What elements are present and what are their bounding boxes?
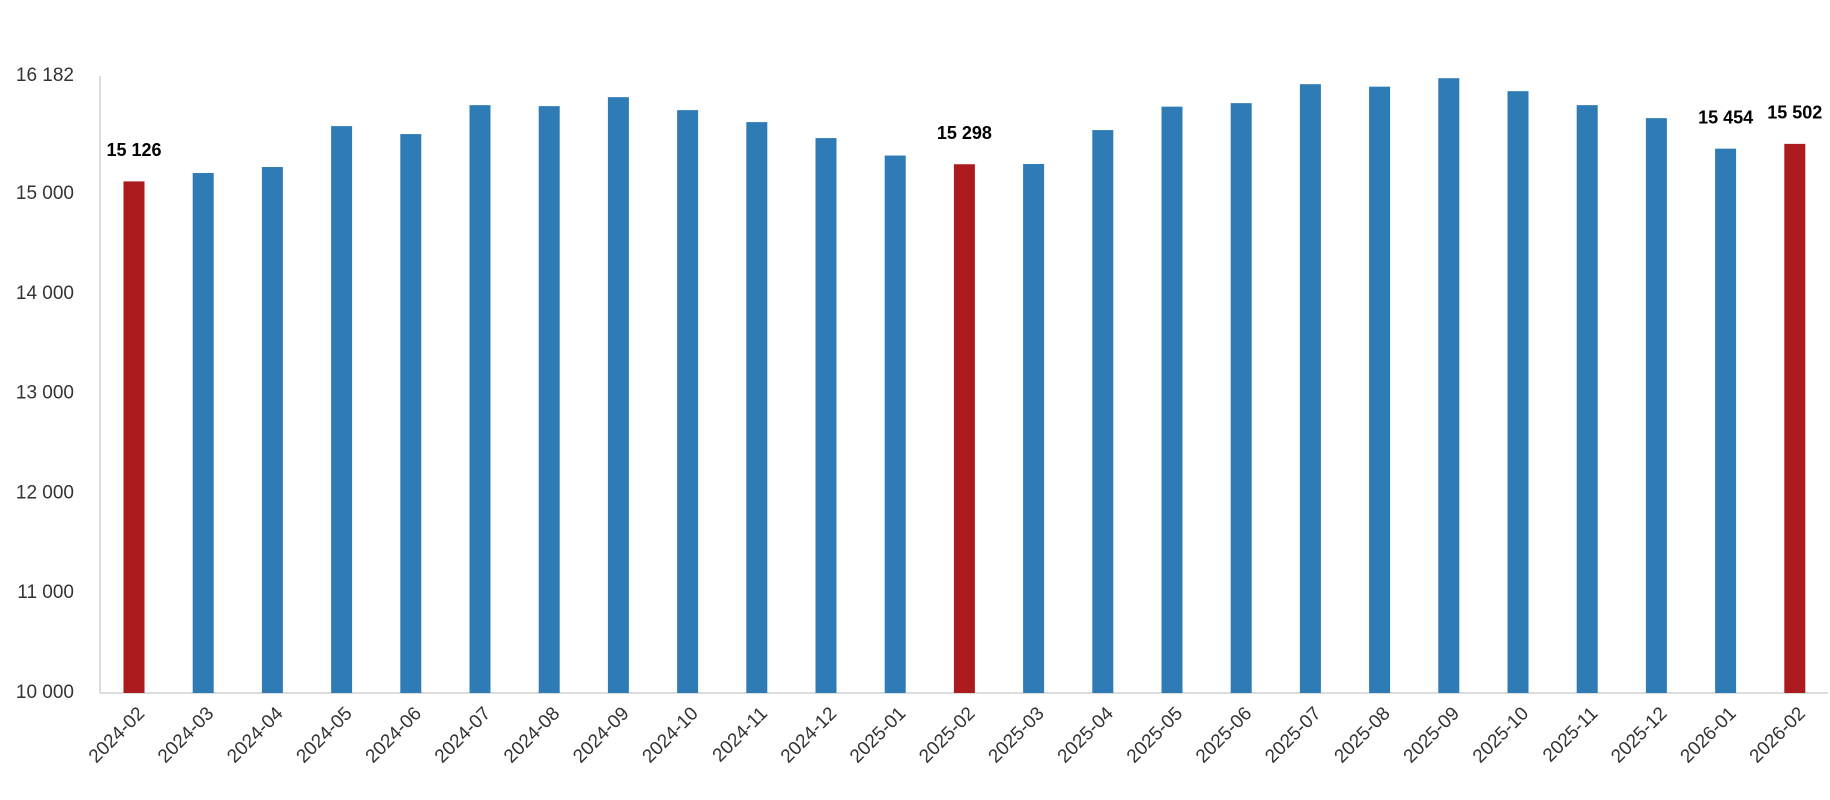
bar: [607, 97, 629, 693]
x-tick-label: 2025-02: [915, 703, 979, 767]
x-tick-label: 2024-05: [293, 703, 357, 767]
bar: [400, 134, 422, 693]
x-tick-label: 2024-04: [223, 703, 287, 767]
bar: [1161, 106, 1183, 694]
y-tick-label: 14 000: [16, 283, 74, 304]
bar: [1023, 164, 1045, 693]
x-tick-label: 2025-06: [1192, 703, 1256, 767]
bar: [1299, 84, 1321, 693]
bar: [192, 173, 214, 693]
y-tick-label: 12 000: [16, 482, 74, 503]
y-tick-label: 10 000: [16, 682, 74, 703]
x-tick-label: 2025-01: [846, 703, 910, 767]
value-label: 15 454: [1698, 107, 1753, 127]
bar: [1507, 91, 1529, 694]
bar: [884, 155, 906, 693]
y-tick-label: 13 000: [16, 383, 74, 404]
x-tick-label: 2025-08: [1331, 703, 1395, 767]
x-tick-label: 2024-02: [85, 703, 149, 767]
value-label: 15 502: [1767, 103, 1822, 123]
x-tick-label: 2025-12: [1607, 703, 1671, 767]
x-tick-label: 2024-03: [154, 703, 218, 767]
bar: [331, 126, 353, 694]
x-tick-label: 2024-12: [777, 703, 841, 767]
bar: [746, 122, 768, 693]
bar: [469, 105, 491, 694]
bar: [1092, 130, 1114, 693]
x-tick-label: 2025-11: [1539, 703, 1602, 766]
bar: [677, 110, 699, 694]
x-tick-label: 2024-09: [569, 703, 633, 767]
x-tick-label: 2025-04: [1054, 703, 1118, 767]
bar: [123, 181, 145, 693]
bar: [1784, 143, 1806, 694]
y-tick-label: 16 182: [16, 65, 74, 86]
x-tick-label: 2024-06: [362, 703, 426, 767]
x-tick-label: 2025-07: [1261, 703, 1325, 767]
x-tick-label: 2024-10: [639, 703, 703, 767]
x-tick-label: 2026-02: [1746, 703, 1810, 767]
bar: [261, 167, 283, 694]
value-label: 15 298: [937, 123, 992, 143]
x-tick-label: 2025-10: [1469, 703, 1533, 767]
bar: [1715, 148, 1737, 693]
bar: [1230, 103, 1252, 693]
x-tick-label: 2025-03: [985, 703, 1049, 767]
y-tick-label: 11 000: [17, 582, 74, 603]
bar: [1645, 118, 1667, 693]
x-tick-label: 2025-09: [1400, 703, 1464, 767]
x-tick-label: 2024-08: [500, 703, 564, 767]
bar: [1576, 105, 1598, 694]
bar: [815, 138, 837, 693]
x-tick-label: 2025-05: [1123, 703, 1187, 767]
x-tick-label: 2026-01: [1677, 703, 1741, 767]
value-label: 15 126: [106, 140, 161, 160]
bar: [1438, 78, 1460, 693]
x-tick-label: 2024-07: [431, 703, 495, 767]
bar: [538, 106, 560, 694]
bar: [1369, 86, 1391, 694]
y-tick-label: 15 000: [16, 183, 74, 204]
x-tick-label: 2024-11: [709, 703, 772, 766]
bar: [953, 164, 975, 694]
